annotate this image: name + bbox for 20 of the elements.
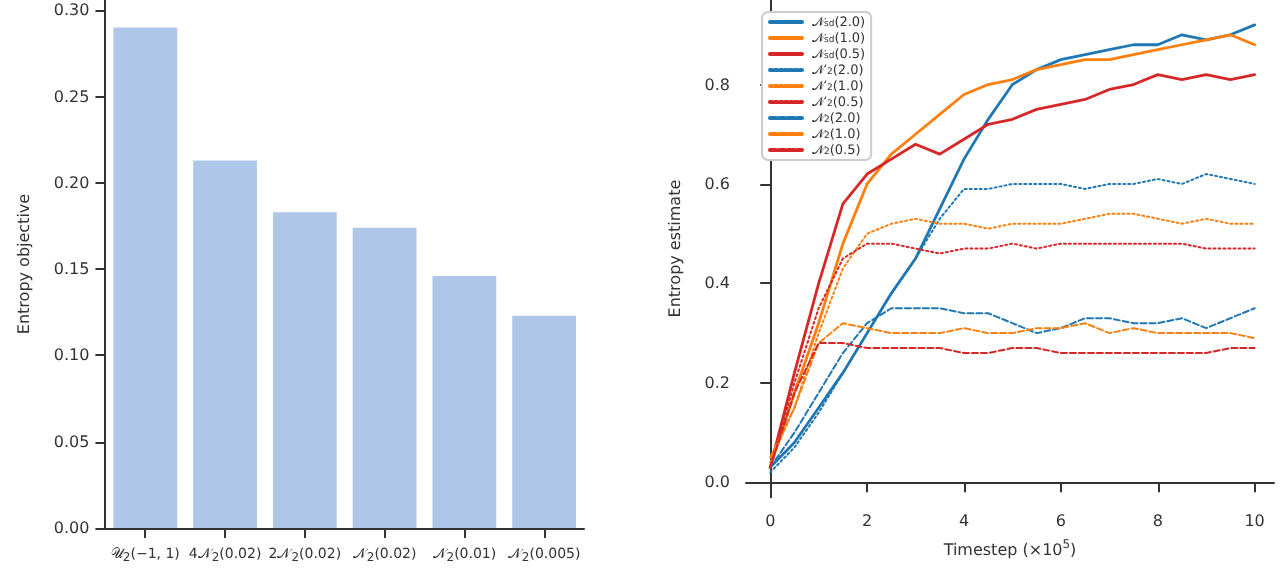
y-tick-label: 0.4 <box>704 274 730 293</box>
y-tick-label: 0.05 <box>53 432 90 451</box>
x-tick-label: 4 <box>958 512 970 531</box>
y-tick-label: 0.10 <box>53 346 90 365</box>
y-tick-label: 0.8 <box>704 75 730 94</box>
x-tick-label: 0 <box>765 512 776 531</box>
y-tick-label: 0.2 <box>704 373 730 392</box>
x-tick-label: 6 <box>1055 512 1066 531</box>
y-tick-label: 0.0 <box>704 473 730 492</box>
y-tick-label: 0.30 <box>53 1 90 20</box>
y-tick-label: 0.20 <box>53 173 90 192</box>
y-tick-label: 0.25 <box>53 87 90 106</box>
y-axis-title: Entropy estimate <box>665 179 684 318</box>
x-tick-label: 2 <box>862 512 873 531</box>
x-tick-label: 8 <box>1152 512 1163 531</box>
y-tick-label: 0.00 <box>53 519 90 537</box>
y-axis-title: Entropy objective <box>15 193 33 335</box>
y-tick-label: 0.15 <box>53 260 90 279</box>
x-tick-label: 10 <box>1244 512 1265 531</box>
y-tick-label: 0.6 <box>704 174 730 193</box>
